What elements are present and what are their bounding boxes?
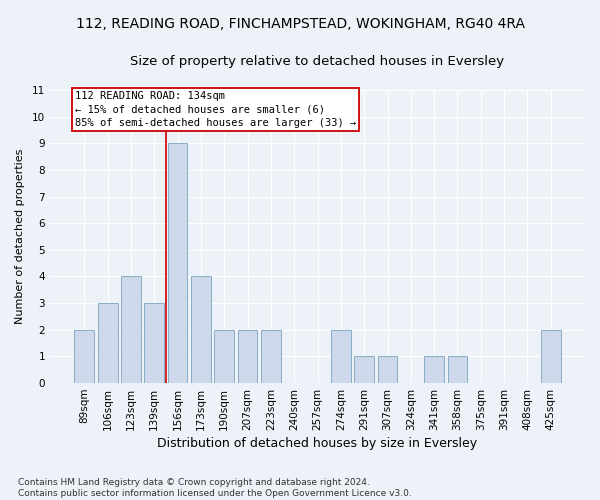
Bar <box>98 303 118 383</box>
Bar <box>167 144 187 383</box>
Bar <box>191 276 211 383</box>
Text: 112, READING ROAD, FINCHAMPSTEAD, WOKINGHAM, RG40 4RA: 112, READING ROAD, FINCHAMPSTEAD, WOKING… <box>76 18 524 32</box>
Bar <box>448 356 467 383</box>
Bar <box>121 276 141 383</box>
Bar <box>354 356 374 383</box>
Bar <box>74 330 94 383</box>
Bar <box>541 330 560 383</box>
Text: 112 READING ROAD: 134sqm
← 15% of detached houses are smaller (6)
85% of semi-de: 112 READING ROAD: 134sqm ← 15% of detach… <box>75 92 356 128</box>
Bar <box>145 303 164 383</box>
Bar <box>238 330 257 383</box>
Text: Contains HM Land Registry data © Crown copyright and database right 2024.
Contai: Contains HM Land Registry data © Crown c… <box>18 478 412 498</box>
Bar <box>424 356 444 383</box>
Bar <box>331 330 351 383</box>
Y-axis label: Number of detached properties: Number of detached properties <box>15 149 25 324</box>
Title: Size of property relative to detached houses in Eversley: Size of property relative to detached ho… <box>130 55 505 68</box>
Bar <box>261 330 281 383</box>
X-axis label: Distribution of detached houses by size in Eversley: Distribution of detached houses by size … <box>157 437 478 450</box>
Bar <box>214 330 234 383</box>
Bar <box>377 356 397 383</box>
